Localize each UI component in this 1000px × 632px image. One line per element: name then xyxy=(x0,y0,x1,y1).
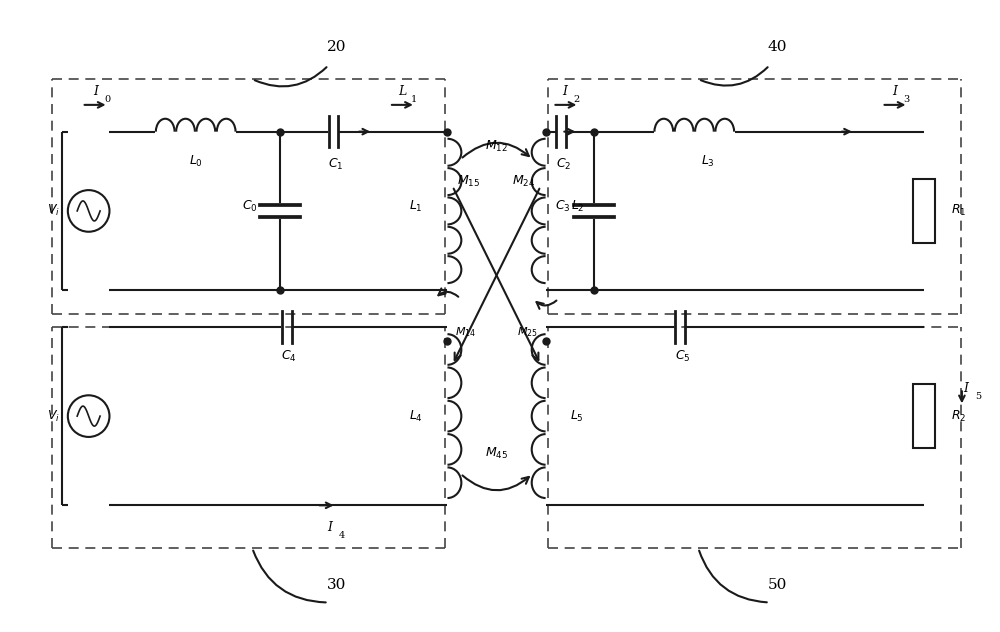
Bar xyxy=(913,384,935,448)
Text: $M_{12}$: $M_{12}$ xyxy=(485,139,508,154)
Text: I: I xyxy=(93,85,98,99)
Text: $M_{14}$: $M_{14}$ xyxy=(455,325,476,339)
Text: $C_3$: $C_3$ xyxy=(555,198,570,214)
Text: I: I xyxy=(327,521,332,533)
Text: 2: 2 xyxy=(573,95,580,104)
Text: 20: 20 xyxy=(327,40,346,54)
Text: $V_i$: $V_i$ xyxy=(47,204,60,219)
Text: $M_{45}$: $M_{45}$ xyxy=(485,446,508,461)
Text: $L_1$: $L_1$ xyxy=(409,198,423,214)
Text: 4: 4 xyxy=(338,530,345,540)
Text: 40: 40 xyxy=(768,40,787,54)
Text: I: I xyxy=(562,85,567,99)
Text: 50: 50 xyxy=(768,578,787,592)
Text: 30: 30 xyxy=(327,578,346,592)
Text: $L_3$: $L_3$ xyxy=(701,154,715,169)
Text: $C_2$: $C_2$ xyxy=(556,157,571,172)
Text: $R_2$: $R_2$ xyxy=(951,408,967,423)
Text: $C_0$: $C_0$ xyxy=(242,198,258,214)
Text: $M_{24}$: $M_{24}$ xyxy=(512,174,536,189)
Bar xyxy=(913,179,935,243)
Text: $C_4$: $C_4$ xyxy=(281,349,297,364)
Text: $L_0$: $L_0$ xyxy=(189,154,203,169)
Text: 1: 1 xyxy=(411,95,417,104)
Text: I: I xyxy=(892,85,897,99)
Text: 3: 3 xyxy=(903,95,910,104)
Text: $C_1$: $C_1$ xyxy=(328,157,343,172)
Text: $C_5$: $C_5$ xyxy=(675,349,690,364)
Text: $R_1$: $R_1$ xyxy=(951,204,967,219)
Text: $L_5$: $L_5$ xyxy=(570,408,584,423)
Text: 0: 0 xyxy=(105,95,111,104)
Text: $V_i$: $V_i$ xyxy=(47,408,60,423)
Text: I: I xyxy=(963,382,968,395)
Text: $M_{25}$: $M_{25}$ xyxy=(517,325,538,339)
Text: 5: 5 xyxy=(975,392,981,401)
Text: $L_4$: $L_4$ xyxy=(409,408,423,423)
Text: $L_2$: $L_2$ xyxy=(571,198,584,214)
Text: $M_{15}$: $M_{15}$ xyxy=(457,174,481,189)
Text: L: L xyxy=(398,85,406,99)
